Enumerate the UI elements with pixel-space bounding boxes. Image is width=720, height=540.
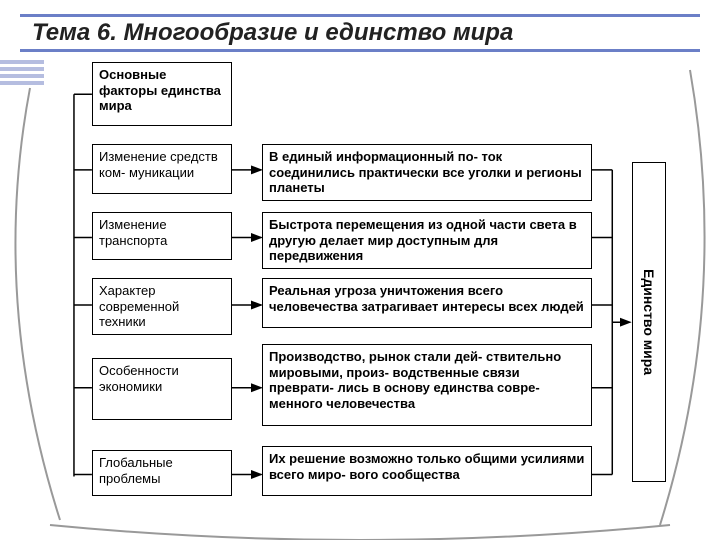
- left-box-2: Характер современной техники: [92, 278, 232, 335]
- right-box-4: Их решение возможно только общими усилия…: [262, 446, 592, 496]
- right-box-0: В единый информационный по- ток соединил…: [262, 144, 592, 201]
- left-box-3: Особенности экономики: [92, 358, 232, 420]
- left-box-0: Изменение средств ком- муникации: [92, 144, 232, 194]
- unity-box: Единство мира: [632, 162, 666, 482]
- page-title: Тема 6. Многообразие и единство мира: [32, 19, 513, 47]
- right-box-3: Производство, рынок стали дей- ствительн…: [262, 344, 592, 426]
- left-box-4: Глобальные проблемы: [92, 450, 232, 496]
- diagram: Основные факторы единства мира Изменение …: [62, 62, 700, 536]
- right-box-2: Реальная угроза уничтожения всего челове…: [262, 278, 592, 328]
- left-box-1: Изменение транспорта: [92, 212, 232, 260]
- title-bar: Тема 6. Многообразие и единство мира: [20, 14, 700, 52]
- right-box-1: Быстрота перемещения из одной части свет…: [262, 212, 592, 269]
- sidebar-decor: [0, 60, 48, 85]
- header-box: Основные факторы единства мира: [92, 62, 232, 126]
